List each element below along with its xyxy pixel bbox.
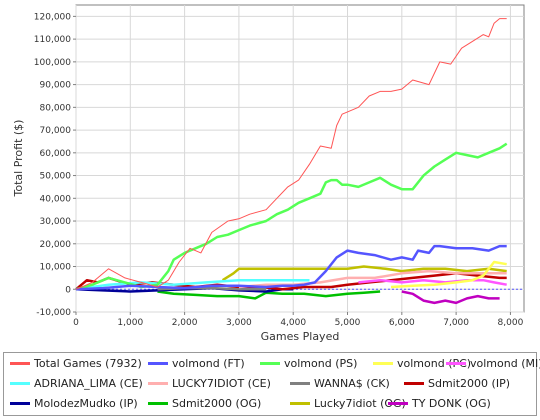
series-line [75, 142, 508, 291]
y-tick-label: 0 [65, 285, 71, 295]
legend-item: Sdmit2000 (IP) [402, 375, 510, 391]
y-tick-label: 100,000 [34, 58, 71, 68]
y-tick-label: -10,000 [36, 308, 71, 318]
grid-lines [75, 5, 524, 313]
y-tick-label: 10,000 [40, 263, 72, 273]
x-axis-title: Games Played [261, 330, 340, 343]
series-line [390, 260, 507, 289]
legend-item: Lucky7idiot (OG) [288, 395, 406, 411]
y-tick-label: 50,000 [40, 172, 72, 182]
legend-item: TY DONK (OG) [386, 395, 491, 411]
y-axis: -10,000 0 10,000 20,000 30,000 40,000 50,000 60… [34, 12, 76, 318]
x-tick-label: 6,000 [389, 318, 415, 328]
legend-item: Sdmit2000 (OG) [146, 395, 261, 411]
x-tick-label: 1,000 [117, 318, 143, 328]
series-lines [75, 18, 508, 305]
x-tick-label: 5,000 [335, 318, 361, 328]
legend-row: MolodezMudko (IP) Sdmit2000 (OG) Lucky7idi… [4, 395, 536, 411]
legend-item: MolodezMudko (IP) [8, 395, 138, 411]
legend-label: volmond (PC) [397, 356, 472, 370]
legend-label: ADRIANA_LIMA (CE) [34, 376, 143, 390]
legend-swatch [10, 361, 30, 365]
profit-chart: 0 1,000 2,000 3,000 4,000 5,000 6,000 7,000 8,00… [12, 4, 525, 343]
legend-swatch [290, 401, 310, 405]
legend-item: volmond (PS) [258, 355, 357, 371]
legend-item: volmond (PC) [371, 355, 471, 371]
y-tick-label: 90,000 [40, 81, 72, 91]
y-tick-label: 120,000 [34, 12, 71, 22]
legend-label: Total Games (7932) [34, 356, 142, 370]
legend-item: volmond (FT) [146, 355, 245, 371]
legend-swatch [148, 381, 168, 385]
legend-swatch [148, 361, 168, 365]
legend-swatch [446, 361, 466, 365]
x-tick-label: 3,000 [226, 318, 252, 328]
legend-swatch [148, 401, 168, 405]
legend-item: Total Games (7932) [8, 355, 142, 371]
x-tick-label: 7,000 [443, 318, 469, 328]
legend: Total Games (7932) volmond (FT) volmond (P… [3, 352, 540, 416]
legend-row: Total Games (7932) volmond (FT) volmond (P… [4, 355, 540, 371]
legend-swatch [388, 401, 408, 405]
y-tick-label: 60,000 [40, 149, 72, 159]
legend-item: volmond (MI) [444, 355, 540, 371]
legend-swatch [10, 401, 30, 405]
y-tick-label: 80,000 [40, 103, 72, 113]
x-axis: 0 1,000 2,000 3,000 4,000 5,000 6,000 7,000 8,00… [73, 312, 524, 328]
series-line [75, 278, 310, 291]
y-tick-label: 20,000 [40, 240, 72, 250]
x-tick-label: 8,000 [498, 318, 524, 328]
x-tick-label: 2,000 [172, 318, 198, 328]
series-line [75, 18, 507, 290]
legend-label: LUCKY7IDIOT (CE) [172, 376, 271, 390]
legend-label: TY DONK (OG) [412, 396, 491, 410]
legend-swatch [260, 361, 280, 365]
legend-swatch [290, 381, 310, 385]
legend-label: volmond (MI) [470, 356, 540, 370]
legend-item: ADRIANA_LIMA (CE) [8, 375, 143, 391]
plot-background [75, 4, 525, 313]
x-tick-label: 0 [73, 318, 79, 328]
legend-item: WANNA$ (CK) [288, 375, 390, 391]
series-line [75, 244, 507, 291]
series-line [401, 290, 500, 305]
legend-label: WANNA$ (CK) [314, 376, 390, 390]
series-line [221, 265, 507, 282]
y-axis-title: Total Profit ($) [12, 120, 25, 198]
legend-item: LUCKY7IDIOT (CE) [146, 375, 271, 391]
y-tick-label: 110,000 [34, 35, 71, 45]
x-tick-label: 4,000 [280, 318, 306, 328]
legend-swatch [373, 361, 393, 365]
legend-label: Sdmit2000 (IP) [428, 376, 511, 390]
legend-label: MolodezMudko (IP) [34, 396, 138, 410]
y-tick-label: 30,000 [40, 217, 72, 227]
y-tick-label: 70,000 [40, 126, 72, 136]
legend-swatch [10, 381, 30, 385]
legend-label: volmond (FT) [172, 356, 245, 370]
legend-row: ADRIANA_LIMA (CE) LUCKY7IDIOT (CE) WANNA$ … [4, 375, 536, 391]
legend-label: volmond (PS) [284, 356, 358, 370]
y-tick-label: 40,000 [40, 194, 72, 204]
legend-swatch [404, 381, 424, 385]
legend-label: Lucky7idiot (OG) [314, 396, 406, 410]
legend-label: Sdmit2000 (OG) [172, 396, 262, 410]
